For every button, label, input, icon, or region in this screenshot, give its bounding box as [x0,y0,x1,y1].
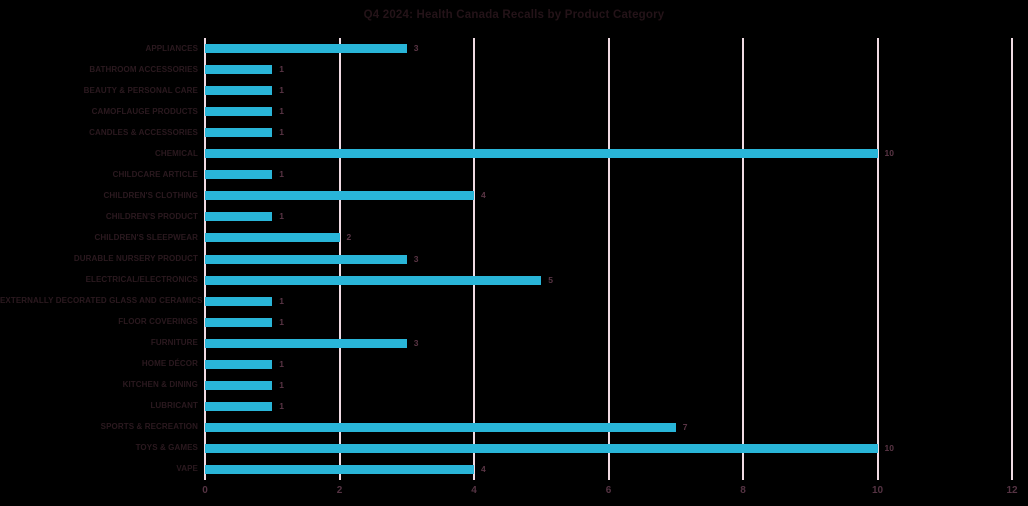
category-label: TOYS & GAMES [135,443,198,453]
bar [205,359,273,369]
category-label: CHEMICAL [154,148,198,158]
bar [205,212,273,222]
x-tick-label: 2 [336,485,343,496]
bar-value-label: 3 [413,43,419,54]
category-label: DURABLE NURSERY PRODUCT [73,254,198,263]
bar-value-label: 1 [279,169,284,180]
gridline [607,38,610,480]
bar-value-label: 3 [413,337,419,348]
bar-value-label: 1 [279,85,284,96]
x-tick-label: 6 [605,485,612,496]
bar-value-label: 1 [279,295,284,306]
bar [205,128,273,138]
bar-value-label: 1 [279,127,284,138]
category-label: CHILDCARE ARTICLE [112,169,198,179]
x-tick-label: 8 [740,485,746,496]
bar [205,380,273,390]
category-label: FLOOR COVERINGS [118,317,198,327]
category-label: HOME DÉCOR [141,359,198,369]
bar-value-label: 1 [279,106,284,117]
category-label: BEAUTY & PERSONAL CARE [83,85,198,95]
bar [205,275,542,285]
bar-value-label: 2 [346,232,352,243]
x-tick-label: 12 [1006,485,1018,496]
category-label: SPORTS & RECREATION [100,422,198,432]
x-tick-label: 4 [471,485,477,496]
x-tick-label: 0 [202,485,208,496]
bar [205,401,273,411]
bar-value-label: 1 [279,400,284,411]
bar-value-label: 1 [279,358,284,369]
bar-value-label: 5 [548,274,553,285]
category-label: CANDLES & ACCESSORIES [89,127,198,137]
category-label: KITCHEN & DINING [122,380,198,390]
category-label: FURNITURE [150,338,198,348]
category-label: VAPE [176,464,198,474]
bar [205,296,273,306]
bar-value-label: 7 [682,421,688,432]
bar [205,422,676,432]
gridline [473,38,475,480]
category-label: APPLIANCES [145,43,198,53]
bar-value-label: 1 [279,316,284,327]
category-label: ELECTRICAL/ELECTRONICS [85,275,198,285]
bar [205,191,474,201]
bar [205,65,273,75]
bar [205,107,273,117]
bar-value-label: 4 [481,463,486,474]
bar-value-label: 1 [279,379,284,390]
bar [205,254,407,264]
gridline [876,38,879,480]
bar [205,170,273,180]
category-label: LUBRICANT [150,401,198,411]
bar [205,233,340,243]
category-label: BATHROOM ACCESSORIES [89,64,198,74]
x-tick-label: 10 [871,485,884,496]
bar [205,149,878,159]
bar [205,443,878,453]
category-label: CAMOFLAUGE PRODUCTS [91,106,198,116]
chart-title: Q4 2024: Health Canada Recalls by Produc… [363,9,665,21]
bar [205,338,407,348]
bar [205,317,273,327]
bar-value-label: 1 [279,64,284,75]
gridline [1011,38,1013,480]
bar [205,44,407,54]
category-label: EXTERNALLY DECORATED GLASS AND CERAMICS [0,296,203,306]
bar-value-label: 3 [413,253,419,264]
bar-value-label: 10 [884,442,894,453]
bar [205,464,474,474]
category-label: CHILDREN'S CLOTHING [103,190,198,200]
bar [205,86,273,96]
category-label: CHILDREN'S PRODUCT [105,211,198,221]
gridline [742,38,744,480]
bar-value-label: 4 [481,190,486,201]
category-label: CHILDREN'S SLEEPWEAR [94,232,198,242]
bar-value-label: 10 [884,148,894,159]
bar-value-label: 1 [279,211,284,222]
